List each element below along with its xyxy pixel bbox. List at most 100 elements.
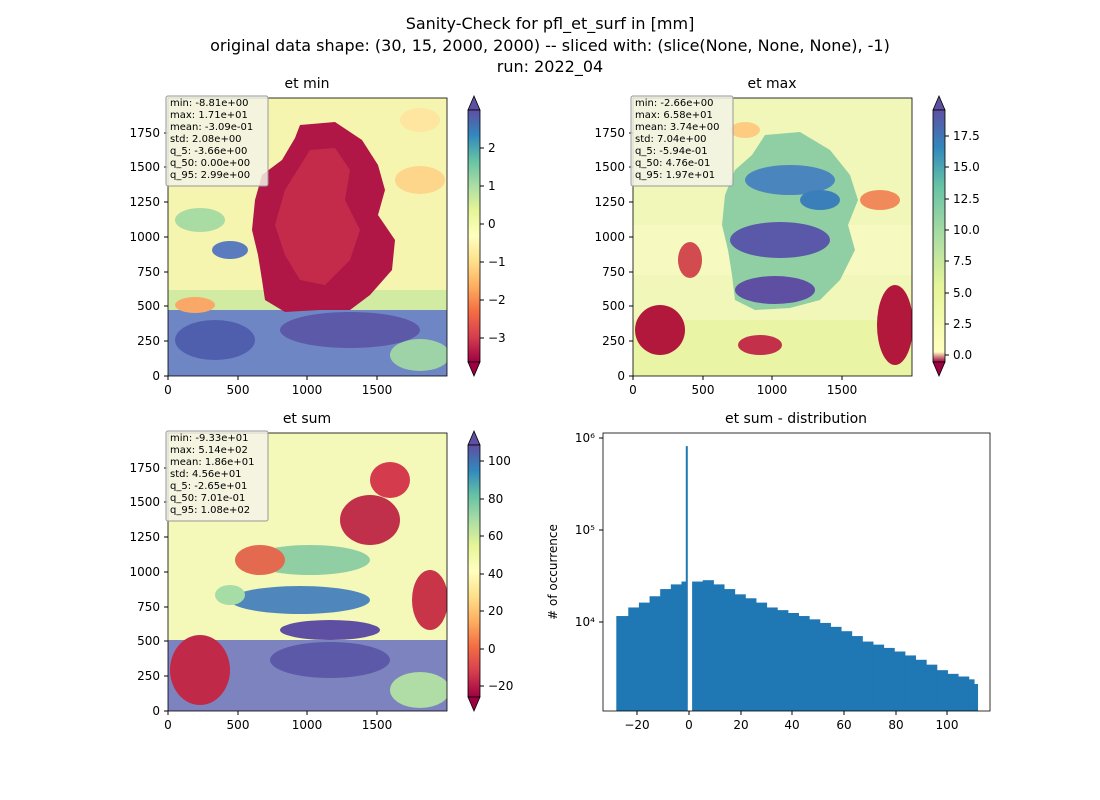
heatmap-image [168,98,447,376]
histogram-bar [745,598,757,711]
stat-line: q_95: 1.08e+02 [170,505,250,516]
x-tick-label: 1000 [292,718,323,732]
stats-box: min: -8.81e+00 max: 1.71e+01 mean: -3.09… [165,95,269,187]
y-tick-label: 250 [137,334,160,348]
stat-line: q_50: 4.76e-01 [635,158,710,169]
y-tick-label: 10⁴ [575,615,595,629]
histogram-bar [628,607,640,711]
x-tick-label: 1000 [292,383,323,397]
colorbar-tick-label: −3 [488,331,506,345]
colorbar-tick-label: 0.0 [953,348,972,362]
x-tick-label: 40 [784,718,799,732]
y-tick-label: 10⁵ [575,523,595,537]
histogram-bar [974,684,979,711]
y-tick-label: 1750 [594,126,625,140]
colorbar-tick-label: 80 [488,492,503,506]
y-tick-label: 1750 [129,461,160,475]
suptitle-line-1: Sanity-Check for pfl_et_surf in [mm] [406,14,695,34]
stat-line: max: 1.71e+01 [170,110,248,121]
stat-line: q_50: 0.00e+00 [170,158,250,169]
histogram-bar [766,607,778,711]
y-tick-label: 1750 [129,126,160,140]
histogram-bar [670,584,682,711]
stat-line: min: -9.33e+01 [170,433,249,444]
y-tick-label: 500 [137,299,160,313]
stat-line: mean: 3.74e+00 [635,122,719,133]
stat-line: min: -2.66e+00 [635,98,714,109]
histogram-bar [936,670,948,711]
x-tick-label: 0 [685,718,693,732]
y-tick-label: 0 [152,704,160,718]
colorbar-tick-label: 40 [488,567,503,581]
y-tick-label: 1500 [129,160,160,174]
stat-line: q_95: 1.97e+01 [635,170,715,181]
histogram-bar [724,589,736,711]
stat-line: mean: -3.09e-01 [170,122,253,133]
y-tick-label: 1000 [594,230,625,244]
y-axis: 0 250 500 750 1000 1250 1500 1750 [129,461,168,718]
histogram-bar [915,659,927,711]
y-tick-label: 1250 [594,195,625,209]
panel-et-sum: et sum 0 500 1000 1500 0 250 [129,411,513,732]
x-axis: 0 500 1000 1500 [164,711,392,732]
suptitle-line-3: run: 2022_04 [497,57,603,77]
colorbar-tick-label: −2 [488,293,506,307]
colorbar-tick-label: 10.0 [953,223,980,237]
colorbar-tick-label: 15.0 [953,160,980,174]
colorbar-tick-label: 0 [488,217,496,231]
y-tick-label: 1000 [129,565,160,579]
suptitle-line-2: original data shape: (30, 15, 2000, 2000… [210,36,890,55]
y-tick-label: 10⁶ [575,431,595,445]
histogram-bar [685,446,688,711]
colorbar-tick-label: −20 [488,679,513,693]
panel-et-sum-distribution: et sum - distribution −20 0 20 40 60 80 … [546,411,991,732]
y-tick-label: 0 [617,369,625,383]
colorbar-tick-label: 2 [488,141,496,155]
x-tick-label: 500 [692,383,715,397]
stat-line: q_50: 7.01e-01 [170,493,245,504]
y-tick-label: 750 [137,265,160,279]
stat-line: q_5: -2.65e+01 [170,481,247,492]
panel-title: et sum [283,411,331,427]
x-tick-label: 1000 [757,383,788,397]
histogram-bar [926,664,938,711]
y-tick-label: 750 [137,600,160,614]
stat-line: max: 5.14e+02 [170,445,248,456]
y-tick-label: 1500 [594,160,625,174]
colorbar: 0.0 2.5 5.0 7.5 10.0 12.5 15.0 17.5 [932,94,980,378]
histogram-bar [755,602,768,711]
histogram-bar [681,581,688,711]
y-tick-label: 750 [602,265,625,279]
x-axis: −20 0 20 40 60 80 100 [624,711,958,732]
colorbar-tick-label: 5.0 [953,286,972,300]
axes-frame [602,432,991,712]
histogram-bar [841,631,853,711]
stat-line: std: 4.56e+01 [170,469,242,480]
stat-line: q_5: -5.94e-01 [635,146,708,157]
x-tick-label: −20 [624,718,649,732]
y-axis: 0 250 500 750 1000 1250 1500 1750 [129,126,168,383]
colorbar-tick-label: 100 [488,454,511,468]
histogram-bar [638,602,651,711]
stats-box: min: -2.66e+00 max: 6.58e+01 mean: 3.74e… [630,95,734,187]
y-axis-label: # of occurrence [546,524,560,620]
histogram-bar [830,626,842,711]
histogram-bar [851,636,863,711]
y-tick-label: 250 [602,334,625,348]
histogram-bar [649,596,661,711]
y-tick-label: 500 [602,299,625,313]
colorbar-tick-label: 1 [488,179,496,193]
stat-line: q_5: -3.66e+00 [170,146,247,157]
x-tick-label: 500 [227,718,250,732]
histogram-bar [872,644,885,711]
histogram-bar [809,619,821,711]
x-tick-label: 20 [733,718,748,732]
y-tick-label: 1250 [129,195,160,209]
y-tick-label: 250 [137,669,160,683]
x-axis: 0 500 1000 1500 [629,376,857,397]
x-tick-label: 80 [888,718,903,732]
x-tick-label: 500 [227,383,250,397]
panel-title: et sum - distribution [725,411,867,427]
x-tick-label: 60 [836,718,851,732]
panel-title: et max [747,76,796,92]
